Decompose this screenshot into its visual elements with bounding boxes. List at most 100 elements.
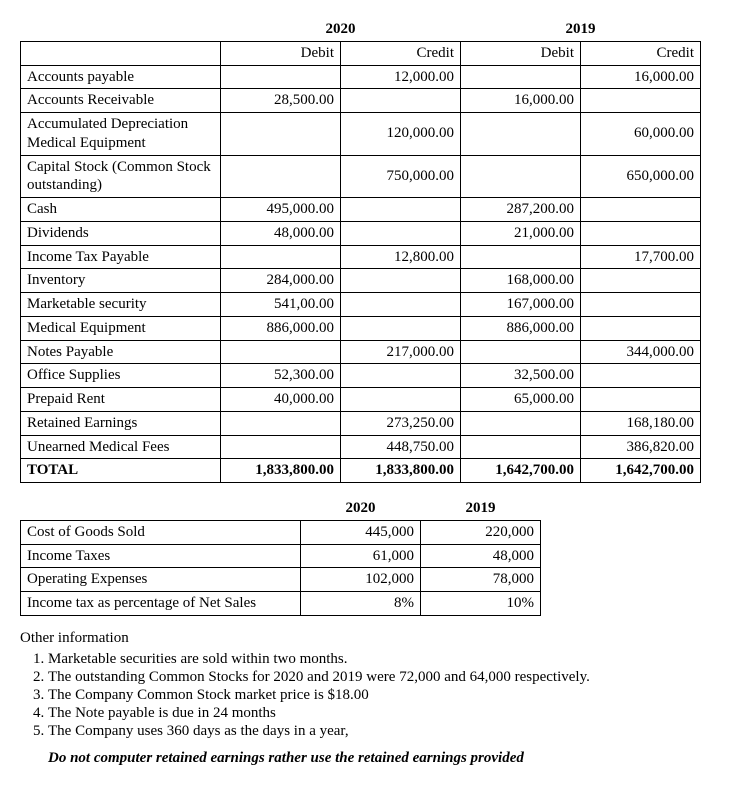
- cell-value: [341, 293, 461, 317]
- other-info-list: Marketable securities are sold within tw…: [48, 651, 736, 740]
- cell-value: 120,000.00: [341, 113, 461, 156]
- cell-value: 16,000.00: [581, 65, 701, 89]
- cell-value: 21,000.00: [461, 221, 581, 245]
- row-label: Capital Stock (Common Stock outstanding): [21, 155, 221, 198]
- cell-value: [581, 89, 701, 113]
- cell-value: [221, 113, 341, 156]
- row-label: Inventory: [21, 269, 221, 293]
- cell-value: [461, 411, 581, 435]
- row-label: Marketable security: [21, 293, 221, 317]
- total-value: 1,642,700.00: [461, 459, 581, 483]
- cell-value: [461, 65, 581, 89]
- cell-value: [341, 269, 461, 293]
- cell-value: 344,000.00: [581, 340, 701, 364]
- cell-value: [581, 221, 701, 245]
- cell-value: 102,000: [301, 568, 421, 592]
- total-value: 1,642,700.00: [581, 459, 701, 483]
- row-label: Accounts payable: [21, 65, 221, 89]
- row-label: Income Taxes: [21, 544, 301, 568]
- cell-value: [341, 198, 461, 222]
- cell-value: 168,000.00: [461, 269, 581, 293]
- cell-value: 541,00.00: [221, 293, 341, 317]
- row-label: Medical Equipment: [21, 316, 221, 340]
- cell-value: 886,000.00: [461, 316, 581, 340]
- year-header: 2019: [461, 18, 701, 41]
- cell-value: 40,000.00: [221, 388, 341, 412]
- year-header: 2020: [301, 497, 421, 520]
- cell-value: [221, 245, 341, 269]
- cell-value: [581, 269, 701, 293]
- cell-value: 78,000: [421, 568, 541, 592]
- column-header: Credit: [581, 41, 701, 65]
- cell-value: [341, 89, 461, 113]
- cell-value: [581, 316, 701, 340]
- cell-value: 60,000.00: [581, 113, 701, 156]
- column-header: Debit: [461, 41, 581, 65]
- cell-value: [221, 65, 341, 89]
- cell-value: [221, 340, 341, 364]
- cell-value: [341, 388, 461, 412]
- cell-value: [581, 198, 701, 222]
- row-label: Income tax as percentage of Net Sales: [21, 592, 301, 616]
- cell-value: [221, 435, 341, 459]
- cell-value: [461, 435, 581, 459]
- trial-balance-table: 20202019DebitCreditDebitCreditAccounts p…: [20, 18, 701, 483]
- row-label: Cash: [21, 198, 221, 222]
- cell-value: [461, 113, 581, 156]
- cell-value: 287,200.00: [461, 198, 581, 222]
- row-label: Office Supplies: [21, 364, 221, 388]
- cell-value: 12,800.00: [341, 245, 461, 269]
- other-info-title: Other information: [20, 630, 736, 647]
- cell-value: 220,000: [421, 520, 541, 544]
- cell-value: [461, 340, 581, 364]
- other-info-item: The outstanding Common Stocks for 2020 a…: [48, 669, 736, 686]
- row-label: Accounts Receivable: [21, 89, 221, 113]
- other-info-item: The Note payable is due in 24 months: [48, 705, 736, 722]
- cell-value: 48,000.00: [221, 221, 341, 245]
- cell-value: 10%: [421, 592, 541, 616]
- cell-value: 17,700.00: [581, 245, 701, 269]
- row-label: Income Tax Payable: [21, 245, 221, 269]
- year-header: 2020: [221, 18, 461, 41]
- cell-value: 16,000.00: [461, 89, 581, 113]
- cell-value: 65,000.00: [461, 388, 581, 412]
- total-value: 1,833,800.00: [341, 459, 461, 483]
- cell-value: 32,500.00: [461, 364, 581, 388]
- row-label: Cost of Goods Sold: [21, 520, 301, 544]
- cell-value: 61,000: [301, 544, 421, 568]
- cell-value: 886,000.00: [221, 316, 341, 340]
- expenses-table: 20202019 Cost of Goods Sold445,000220,000…: [20, 497, 541, 616]
- cell-value: 448,750.00: [341, 435, 461, 459]
- cell-value: [581, 293, 701, 317]
- row-label-header: [21, 41, 221, 65]
- cell-value: [581, 388, 701, 412]
- cell-value: [461, 155, 581, 198]
- cell-value: 52,300.00: [221, 364, 341, 388]
- blank-cell: [21, 497, 301, 520]
- row-label: Retained Earnings: [21, 411, 221, 435]
- cell-value: 48,000: [421, 544, 541, 568]
- cell-value: [581, 364, 701, 388]
- cell-value: [341, 221, 461, 245]
- row-label: Prepaid Rent: [21, 388, 221, 412]
- cell-value: 273,250.00: [341, 411, 461, 435]
- cell-value: [461, 245, 581, 269]
- column-header: Debit: [221, 41, 341, 65]
- cell-value: 28,500.00: [221, 89, 341, 113]
- blank-cell: [21, 18, 221, 41]
- cell-value: 650,000.00: [581, 155, 701, 198]
- cell-value: [221, 411, 341, 435]
- cell-value: 750,000.00: [341, 155, 461, 198]
- footer-note: Do not computer retained earnings rather…: [48, 750, 736, 767]
- cell-value: [221, 155, 341, 198]
- row-label: Notes Payable: [21, 340, 221, 364]
- cell-value: 284,000.00: [221, 269, 341, 293]
- other-info-item: Marketable securities are sold within tw…: [48, 651, 736, 668]
- cell-value: 495,000.00: [221, 198, 341, 222]
- cell-value: 445,000: [301, 520, 421, 544]
- year-header: 2019: [421, 497, 541, 520]
- cell-value: [341, 364, 461, 388]
- column-header: Credit: [341, 41, 461, 65]
- row-label: Unearned Medical Fees: [21, 435, 221, 459]
- other-info-item: The Company uses 360 days as the days in…: [48, 723, 736, 740]
